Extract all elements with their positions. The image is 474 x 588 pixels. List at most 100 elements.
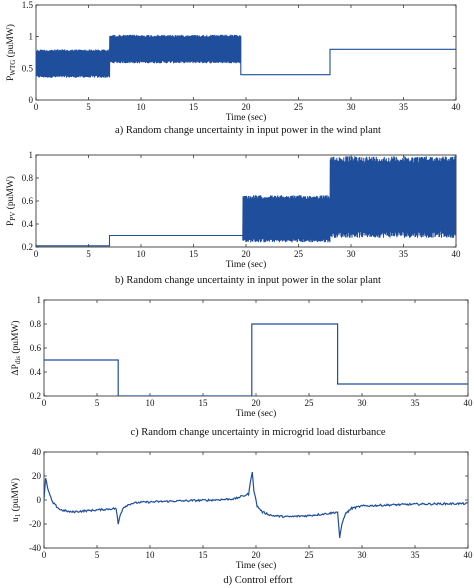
chart-caption: c) Random change uncertainty in microgri… bbox=[130, 427, 385, 438]
data-point bbox=[467, 383, 468, 384]
data-point bbox=[351, 508, 352, 509]
x-tick-label: 20 bbox=[242, 249, 252, 259]
y-axis-label: PWTG (puMW) bbox=[5, 24, 17, 81]
data-point bbox=[86, 510, 87, 511]
data-point bbox=[48, 490, 49, 491]
data-point bbox=[251, 395, 252, 396]
y-tick-label: 0.4 bbox=[30, 367, 42, 377]
data-point bbox=[436, 503, 437, 504]
x-tick-label: 40 bbox=[464, 550, 474, 560]
data-point bbox=[155, 501, 156, 502]
data-point bbox=[341, 523, 342, 524]
x-tick-label: 15 bbox=[189, 102, 199, 112]
data-point bbox=[337, 511, 338, 512]
x-tick-label: 0 bbox=[42, 550, 47, 560]
series-line bbox=[36, 156, 456, 247]
data-point bbox=[414, 504, 415, 505]
x-tick-label: 5 bbox=[86, 249, 91, 259]
x-tick-label: 10 bbox=[137, 102, 147, 112]
y-tick-label: -40 bbox=[29, 543, 41, 553]
data-point bbox=[337, 383, 338, 384]
data-point bbox=[43, 359, 44, 360]
x-tick-labels: 0 5 10 15 20 25 30 35 40 bbox=[42, 398, 473, 408]
data-point bbox=[192, 500, 193, 501]
x-tick-labels: 0 5 10 15 20 25 30 35 40 bbox=[34, 102, 461, 112]
series bbox=[43, 323, 468, 396]
x-tick-label: 0 bbox=[34, 102, 39, 112]
x-tick-label: 15 bbox=[189, 249, 199, 259]
data-point bbox=[361, 505, 362, 506]
data-point bbox=[102, 509, 103, 510]
x-tick-label: 30 bbox=[347, 102, 357, 112]
plot-frame bbox=[43, 299, 469, 397]
series-line bbox=[44, 323, 468, 396]
x-tick-label: 0 bbox=[42, 398, 47, 408]
data-point bbox=[171, 501, 172, 502]
y-tick-label: 0.6 bbox=[22, 196, 34, 206]
y-tick-label: 0.5 bbox=[22, 63, 34, 73]
x-tick-label: 10 bbox=[146, 550, 156, 560]
y-tick-label: 1.5 bbox=[22, 0, 34, 10]
chart-panel-1: 0 5 10 15 20 25 30 35 40 0 0.5 1 1.5 Time (sec) PWTG (… bbox=[5, 0, 461, 136]
data-point bbox=[139, 502, 140, 503]
y-tick-label: 0.8 bbox=[30, 319, 42, 329]
data-point bbox=[118, 523, 119, 524]
y-axis-label: PPV (puMW) bbox=[5, 176, 17, 226]
series bbox=[43, 471, 468, 538]
data-point bbox=[262, 511, 263, 512]
x-tick-label: 35 bbox=[411, 398, 421, 408]
y-tick-label: 0 bbox=[29, 95, 34, 105]
chart-caption: d) Control effort bbox=[223, 575, 292, 586]
x-tick-label: 5 bbox=[95, 550, 100, 560]
x-tick-label: 0 bbox=[34, 249, 39, 259]
y-tick-label: -20 bbox=[29, 519, 41, 529]
x-tick-label: 40 bbox=[452, 249, 462, 259]
x-tick-label: 20 bbox=[252, 398, 262, 408]
data-point bbox=[393, 504, 394, 505]
series bbox=[36, 34, 456, 78]
y-tick-label: 40 bbox=[32, 447, 42, 457]
x-tick-label: 15 bbox=[199, 550, 209, 560]
data-point bbox=[52, 502, 53, 503]
data-point bbox=[70, 511, 71, 512]
data-point bbox=[337, 323, 338, 324]
y-axis-label: u1 (puMW) bbox=[10, 478, 22, 522]
x-tick-label: 30 bbox=[358, 550, 368, 560]
series-line bbox=[44, 471, 468, 538]
y-tick-label: 1 bbox=[29, 150, 34, 160]
data-point bbox=[115, 508, 116, 509]
series bbox=[36, 156, 456, 247]
data-point bbox=[330, 513, 331, 514]
x-tick-label: 25 bbox=[294, 249, 304, 259]
data-point bbox=[43, 499, 44, 500]
data-point bbox=[130, 503, 131, 504]
x-tick-label: 20 bbox=[252, 550, 262, 560]
data-point bbox=[256, 505, 257, 506]
x-tick-label: 35 bbox=[411, 550, 421, 560]
x-tick-label: 40 bbox=[464, 398, 474, 408]
x-tick-label: 35 bbox=[399, 249, 409, 259]
chart-caption: a) Random change uncertainty in input po… bbox=[115, 125, 381, 136]
y-tick-label: 0.2 bbox=[22, 242, 33, 252]
y-tick-label: 20 bbox=[32, 471, 42, 481]
y-tick-label: 0.8 bbox=[22, 173, 34, 183]
data-point bbox=[123, 507, 124, 508]
chart-panel-4: 0 5 10 15 20 25 30 35 40 -40 -20 0 20 40 Time (sec) u1 … bbox=[10, 447, 473, 586]
data-point bbox=[120, 514, 121, 515]
data-point bbox=[45, 478, 46, 479]
data-point bbox=[467, 503, 468, 504]
chart-panel-3: 0 5 10 15 20 25 30 35 40 0.2 0.4 0.6 0.8 1 Time (sec) Δ… bbox=[10, 295, 473, 438]
x-tick-label: 5 bbox=[86, 102, 91, 112]
y-tick-label: 0.6 bbox=[30, 343, 42, 353]
y-tick-label: 0.2 bbox=[30, 391, 41, 401]
x-axis-label: Time (sec) bbox=[226, 112, 267, 123]
y-tick-label: 1 bbox=[29, 32, 34, 42]
x-tick-label: 35 bbox=[399, 102, 409, 112]
data-point bbox=[253, 490, 254, 491]
data-point bbox=[252, 471, 253, 472]
x-tick-labels: 0 5 10 15 20 25 30 35 40 bbox=[34, 249, 461, 259]
y-axis-label: ΔPdis (puMW) bbox=[10, 320, 22, 375]
data-point bbox=[251, 323, 252, 324]
x-tick-label: 30 bbox=[358, 398, 368, 408]
